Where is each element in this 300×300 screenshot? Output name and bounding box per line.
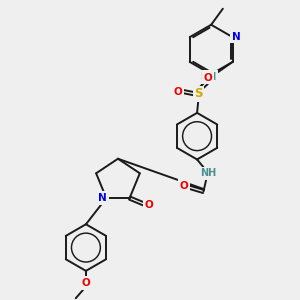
- Text: O: O: [145, 200, 153, 210]
- Text: O: O: [179, 181, 188, 191]
- Text: NH: NH: [201, 168, 217, 178]
- Text: S: S: [194, 87, 203, 101]
- Text: N: N: [232, 32, 241, 42]
- Text: N: N: [205, 73, 214, 83]
- Text: O: O: [204, 73, 212, 82]
- Text: O: O: [174, 87, 182, 97]
- Text: HN: HN: [200, 72, 216, 82]
- Text: O: O: [82, 278, 90, 288]
- Text: N: N: [98, 193, 107, 203]
